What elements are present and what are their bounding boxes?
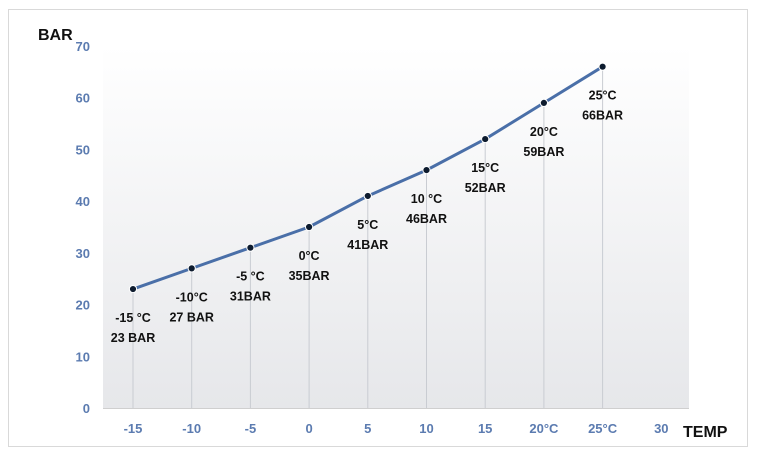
- y-tick-label: 50: [76, 142, 90, 157]
- x-tick-label: 0: [305, 421, 312, 436]
- data-label-temp: -5 °C: [236, 270, 265, 284]
- data-label-temp: 5°C: [357, 218, 378, 232]
- data-label-pressure: 66BAR: [582, 109, 623, 123]
- y-tick-label: 70: [76, 39, 90, 54]
- x-tick-label: 10: [419, 421, 433, 436]
- data-label-temp: -15 °C: [115, 311, 151, 325]
- drop-lines: [132, 66, 604, 408]
- data-label-pressure: 35BAR: [289, 269, 330, 283]
- data-label-temp: 20°C: [530, 125, 558, 139]
- y-tick-label: 60: [76, 91, 90, 106]
- data-label-pressure: 27 BAR: [169, 310, 213, 324]
- y-tick-label: 20: [76, 298, 90, 313]
- y-axis-title: BAR: [38, 27, 73, 44]
- data-point: [305, 222, 314, 232]
- data-label-pressure: 41BAR: [347, 238, 388, 252]
- data-label-temp: 0°C: [299, 249, 320, 263]
- data-label-pressure: 52BAR: [465, 181, 506, 195]
- data-point: [246, 243, 255, 252]
- data-label-pressure: 46BAR: [406, 212, 447, 226]
- x-axis-ticks: -15 -10 -5 0 5 10 15 20°C 25°C 30: [124, 421, 669, 436]
- data-markers: [128, 62, 607, 294]
- data-point: [598, 62, 607, 71]
- x-tick-label: -15: [124, 421, 143, 436]
- x-tick-label: 30: [654, 421, 668, 436]
- x-tick-label: -5: [245, 421, 257, 436]
- data-point: [422, 166, 431, 175]
- data-label-temp: 15°C: [471, 161, 499, 175]
- data-point: [481, 134, 490, 144]
- data-point: [539, 98, 549, 107]
- x-tick-label: 5: [364, 421, 371, 436]
- y-tick-label: 40: [76, 194, 90, 209]
- plot-area: [103, 46, 689, 408]
- data-label-temp: 10 °C: [411, 192, 442, 206]
- x-tick-label: 20°C: [529, 421, 559, 436]
- data-labels: -15 °C 23 BAR -10°C 27 BAR -5 °C 31BAR 0°C 35BA…: [111, 89, 623, 345]
- x-axis-title: TEMP: [683, 424, 728, 441]
- data-label-pressure: 23 BAR: [111, 331, 155, 345]
- x-tick-label: 25°C: [588, 421, 618, 436]
- y-tick-label: 0: [83, 401, 90, 416]
- x-tick-label: 15: [478, 421, 492, 436]
- data-point: [187, 264, 196, 273]
- x-tick-label: -10: [182, 421, 201, 436]
- data-label-pressure: 59BAR: [523, 145, 564, 159]
- data-point: [128, 284, 138, 294]
- data-label-temp: 25°C: [589, 89, 617, 103]
- data-point: [363, 191, 372, 201]
- y-tick-label: 10: [76, 349, 90, 364]
- data-label-pressure: 31BAR: [230, 290, 271, 304]
- y-tick-label: 30: [76, 246, 90, 261]
- data-label-temp: -10°C: [176, 290, 208, 304]
- y-axis-ticks: 0 10 20 30 40 50 60 70: [76, 39, 90, 416]
